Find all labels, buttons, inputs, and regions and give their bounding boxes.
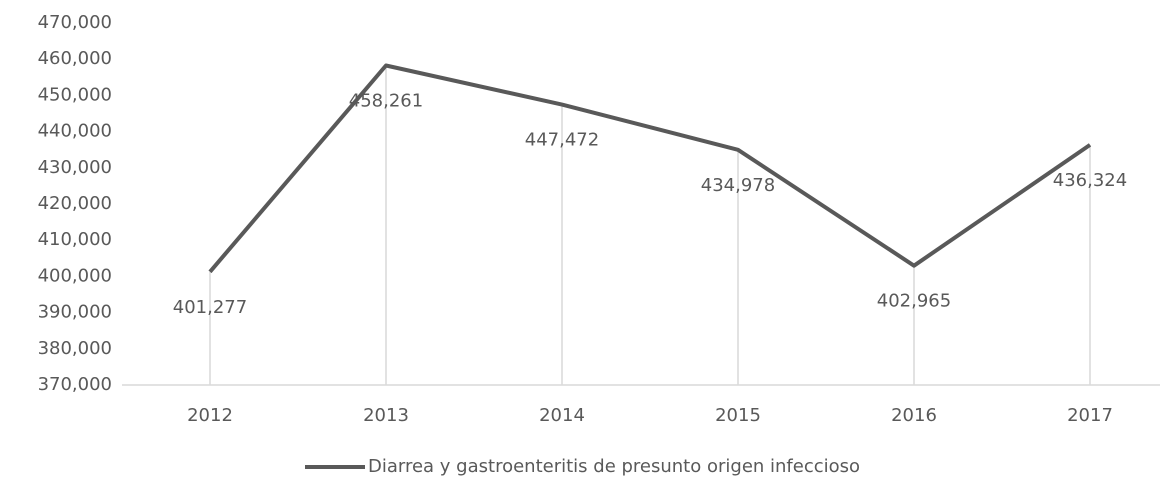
y-tick-label: 400,000 [38, 265, 112, 286]
data-label: 434,978 [701, 175, 775, 196]
data-label: 402,965 [877, 291, 951, 312]
data-label: 447,472 [525, 130, 599, 151]
y-tick-label: 380,000 [38, 338, 112, 359]
x-tick-label: 2015 [715, 405, 761, 426]
x-tick-label: 2013 [363, 405, 409, 426]
legend-label: Diarrea y gastroenteritis de presunto or… [368, 456, 860, 477]
y-tick-label: 470,000 [38, 12, 112, 33]
y-tick-label: 420,000 [38, 193, 112, 214]
x-tick-label: 2016 [891, 405, 937, 426]
data-label: 436,324 [1053, 170, 1127, 191]
y-tick-label: 410,000 [38, 229, 112, 250]
data-label: 401,277 [173, 297, 247, 318]
x-tick-label: 2012 [187, 405, 233, 426]
y-tick-label: 450,000 [38, 84, 112, 105]
y-tick-label: 390,000 [38, 302, 112, 323]
x-tick-label: 2014 [539, 405, 585, 426]
y-tick-label: 440,000 [38, 121, 112, 142]
y-tick-label: 460,000 [38, 48, 112, 69]
y-tick-label: 370,000 [38, 374, 112, 395]
data-line [208, 63, 1092, 274]
x-tick-label: 2017 [1067, 405, 1113, 426]
y-tick-label: 430,000 [38, 157, 112, 178]
data-label: 458,261 [349, 90, 423, 111]
